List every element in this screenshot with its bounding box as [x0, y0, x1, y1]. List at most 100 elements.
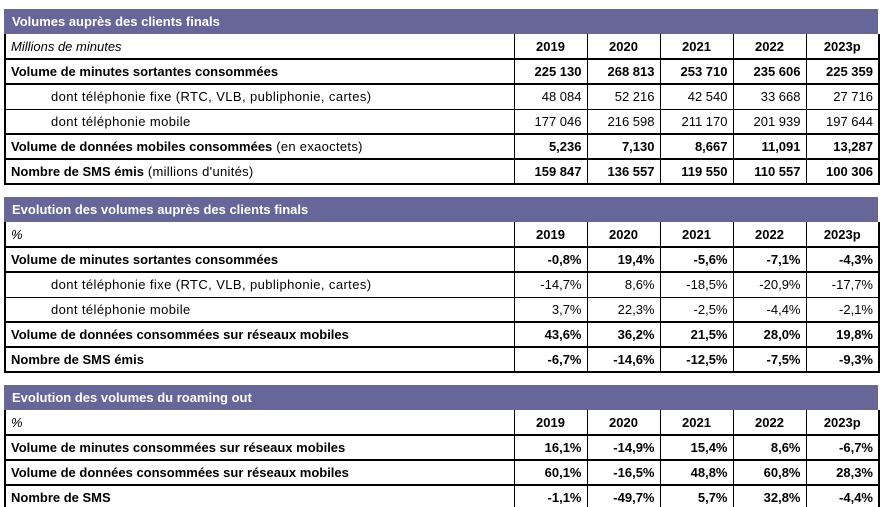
value-cell: 235 606 — [732, 58, 807, 85]
value-cell: 28,3% — [805, 459, 880, 486]
value-cell: -14,9% — [586, 434, 661, 461]
value-cell: 5,236 — [513, 133, 588, 160]
row-label: Volume de données consommées sur réseaux… — [4, 321, 515, 348]
value-cell: 11,091 — [732, 133, 807, 160]
value-cell: -4,4% — [805, 484, 880, 507]
row-label-text: dont téléphonie fixe (RTC, VLB, publipho… — [51, 89, 372, 105]
year-column-header: 2019 — [513, 34, 588, 60]
value-cell: 19,8% — [805, 321, 880, 348]
value-cell: -9,3% — [805, 346, 880, 373]
row-label-note: (millions d'unités) — [143, 164, 254, 179]
unit-label: Millions de minutes — [4, 34, 515, 60]
value-cell: 36,2% — [586, 321, 661, 348]
table-row: Nombre de SMS émis (millions d'unités) 15… — [4, 158, 880, 185]
row-label-text: dont téléphonie fixe (RTC, VLB, publipho… — [51, 277, 372, 293]
value-cell: 201 939 — [732, 108, 807, 135]
row-label: dont téléphonie fixe (RTC, VLB, publipho… — [4, 83, 515, 110]
value-cell: -2,1% — [805, 296, 880, 323]
row-label: Volume de données mobiles consommées (en… — [4, 133, 515, 160]
table-title-bar: Evolution des volumes du roaming out — [4, 385, 878, 410]
row-label: Volume de minutes sortantes consommées — [4, 246, 515, 273]
year-column-header: 2022 — [732, 410, 807, 436]
row-label-text: Volume de données consommées sur réseaux… — [11, 327, 349, 342]
table-title-bar: Evolution des volumes auprès des clients… — [4, 197, 878, 222]
table-row: dont téléphonie fixe (RTC, VLB, publipho… — [4, 83, 880, 110]
value-cell: -17,7% — [805, 271, 880, 298]
data-table: % 2019 2020 2021 2022 2023p Volume de minutes … — [4, 410, 880, 507]
value-cell: 52 216 — [586, 83, 661, 110]
row-label: dont téléphonie mobile — [4, 108, 515, 135]
value-cell: -0,8% — [513, 246, 588, 273]
row-label-text: Nombre de SMS émis — [11, 352, 144, 367]
value-cell: 119 550 — [659, 158, 734, 185]
value-cell: 16,1% — [513, 434, 588, 461]
table-header-row: Millions de minutes 2019 2020 2021 2022 2023p — [4, 34, 880, 60]
row-label: Nombre de SMS — [4, 484, 515, 507]
value-cell: 197 644 — [805, 108, 880, 135]
row-label-text: Nombre de SMS — [11, 490, 111, 505]
value-cell: 253 710 — [659, 58, 734, 85]
value-cell: 225 359 — [805, 58, 880, 85]
year-column-header: 2021 — [659, 34, 734, 60]
value-cell: 268 813 — [586, 58, 661, 85]
value-cell: -16,5% — [586, 459, 661, 486]
report-body: Volumes auprès des clients finals Million… — [4, 9, 880, 507]
value-cell: -7,5% — [732, 346, 807, 373]
table-row: Volume de données consommées sur réseaux… — [4, 321, 880, 348]
row-label: Nombre de SMS émis (millions d'unités) — [4, 158, 515, 185]
year-column-header: 2021 — [659, 410, 734, 436]
value-cell: 43,6% — [513, 321, 588, 348]
value-cell: 33 668 — [732, 83, 807, 110]
value-cell: 19,4% — [586, 246, 661, 273]
table-row: Volume de minutes sortantes consommées 22… — [4, 58, 880, 85]
value-cell: 159 847 — [513, 158, 588, 185]
value-cell: -12,5% — [659, 346, 734, 373]
year-column-header: 2023p — [805, 410, 880, 436]
value-cell: -49,7% — [586, 484, 661, 507]
value-cell: 48 084 — [513, 83, 588, 110]
value-cell: 3,7% — [513, 296, 588, 323]
value-cell: 8,6% — [586, 271, 661, 298]
data-table-section-1: Volumes auprès des clients finals Million… — [4, 9, 880, 185]
value-cell: 110 557 — [732, 158, 807, 185]
year-column-header: 2023p — [805, 222, 880, 248]
table-row: Nombre de SMS émis -6,7% -14,6% -12,5% -7,5%… — [4, 346, 880, 373]
value-cell: 177 046 — [513, 108, 588, 135]
value-cell: 21,5% — [659, 321, 734, 348]
value-cell: -5,6% — [659, 246, 734, 273]
row-label: Volume de minutes consommées sur réseaux… — [4, 434, 515, 461]
unit-label: % — [4, 410, 515, 436]
value-cell: 5,7% — [659, 484, 734, 507]
value-cell: -14,7% — [513, 271, 588, 298]
row-label-text: Volume de minutes sortantes consommées — [11, 64, 279, 79]
row-label-text: Volume de données consommées sur réseaux… — [11, 465, 349, 480]
value-cell: -4,3% — [805, 246, 880, 273]
row-label: Nombre de SMS émis — [4, 346, 515, 373]
row-label-text: Volume de minutes consommées sur réseaux… — [11, 440, 346, 455]
year-column-header: 2020 — [586, 34, 661, 60]
year-column-header: 2022 — [732, 222, 807, 248]
table-row: Volume de données consommées sur réseaux… — [4, 459, 880, 486]
value-cell: -1,1% — [513, 484, 588, 507]
value-cell: 100 306 — [805, 158, 880, 185]
value-cell: 32,8% — [732, 484, 807, 507]
value-cell: -20,9% — [732, 271, 807, 298]
value-cell: 7,130 — [586, 133, 661, 160]
value-cell: 216 598 — [586, 108, 661, 135]
table-row: Nombre de SMS -1,1% -49,7% 5,7% 32,8% -4,4% — [4, 484, 880, 507]
value-cell: 22,3% — [586, 296, 661, 323]
value-cell: 28,0% — [732, 321, 807, 348]
value-cell: 211 170 — [659, 108, 734, 135]
table-row: Volume de données mobiles consommées (en… — [4, 133, 880, 160]
row-label-text: Volume de minutes sortantes consommées — [11, 252, 279, 267]
table-row: Volume de minutes consommées sur réseaux… — [4, 434, 880, 461]
data-table: % 2019 2020 2021 2022 2023p Volume de minutes … — [4, 222, 880, 373]
table-row: dont téléphonie mobile 177 046 216 598 211 … — [4, 108, 880, 135]
year-column-header: 2019 — [513, 410, 588, 436]
table-row: Volume de minutes sortantes consommées -0… — [4, 246, 880, 273]
value-cell: 15,4% — [659, 434, 734, 461]
value-cell: -6,7% — [805, 434, 880, 461]
unit-label: % — [4, 222, 515, 248]
value-cell: -4,4% — [732, 296, 807, 323]
